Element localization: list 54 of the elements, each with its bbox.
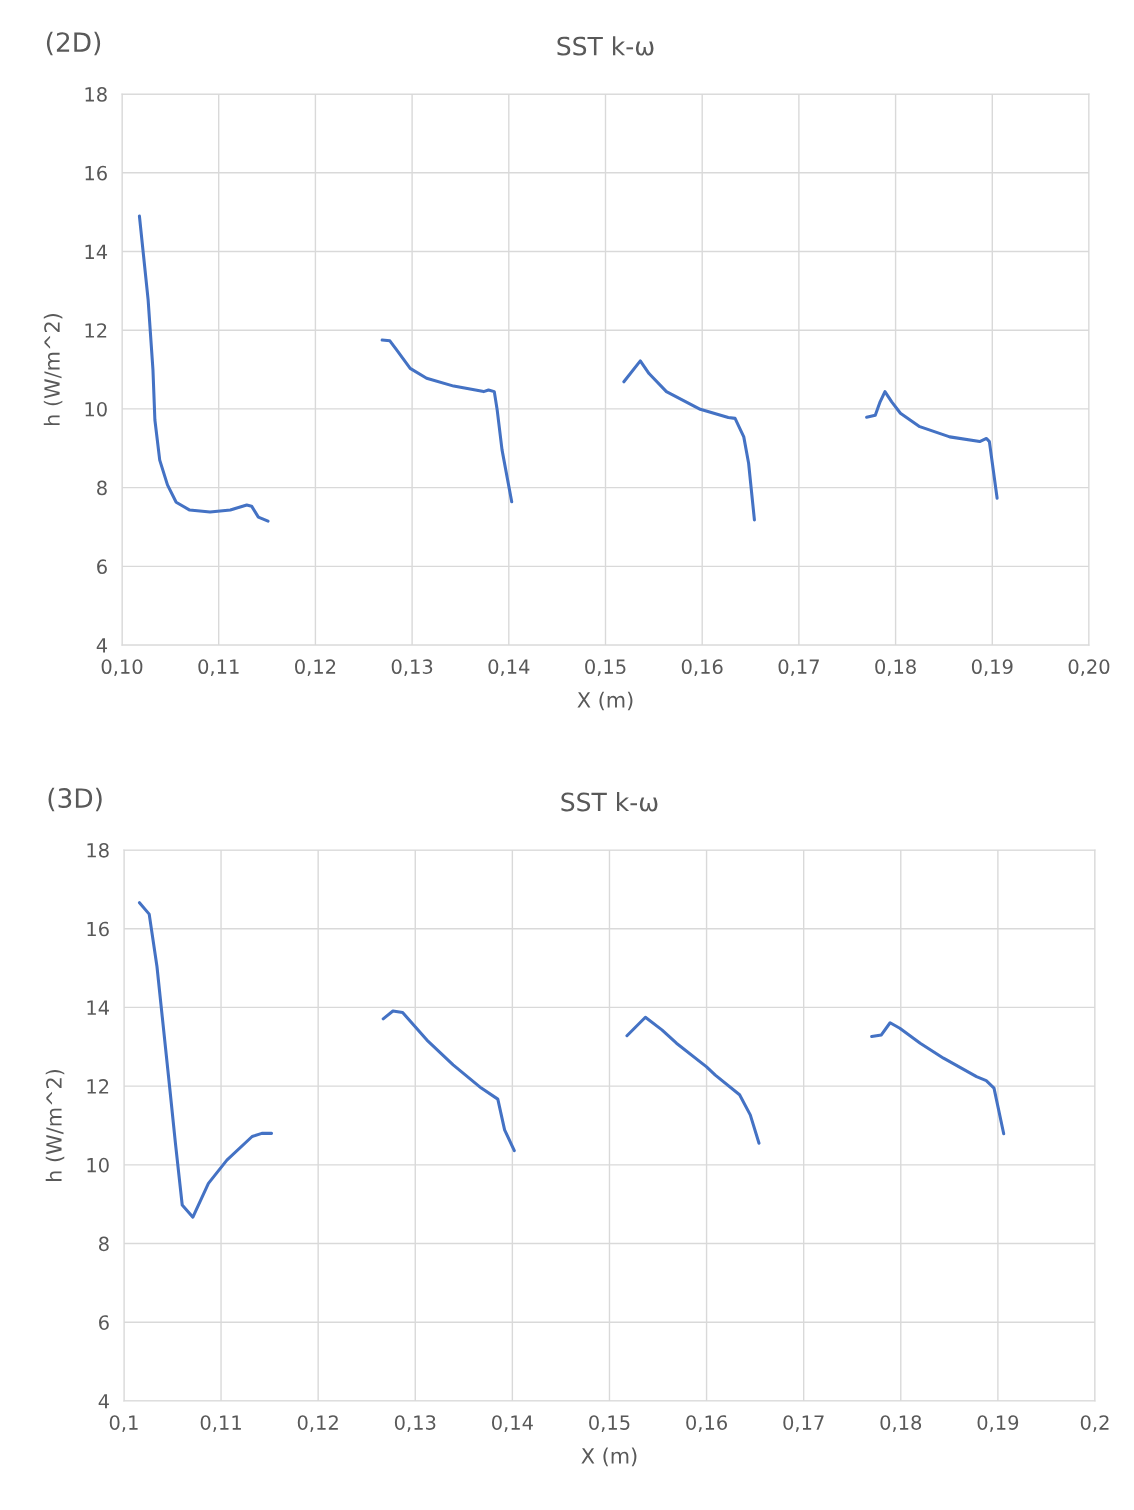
y-tick-label: 14	[85, 244, 108, 259]
y-tick-label: 10	[87, 1157, 109, 1173]
line-series	[381, 1009, 516, 1153]
x-axis-title: X (m)	[577, 691, 633, 711]
y-tick-label: 4	[98, 1394, 109, 1409]
x-tick-label: 0,10	[101, 659, 143, 676]
chart-title: SST k-ω	[557, 36, 654, 56]
y-axis-title: h (W/m^2)	[45, 1069, 65, 1181]
x-tick-label: 0,11	[198, 659, 239, 676]
y-tick-label: 18	[85, 87, 107, 102]
x-tick-label: 0,17	[778, 659, 819, 676]
y-tick-label: 6	[99, 1315, 109, 1330]
y-axis-title: h (W/m^2)	[43, 314, 63, 426]
text: (2D)	[46, 31, 101, 56]
line-series	[137, 901, 274, 1219]
x-tick-label: 0,18	[880, 1415, 922, 1432]
text: (3D)	[48, 787, 102, 812]
x-tick-label: 0,12	[295, 659, 336, 676]
line-series	[380, 338, 514, 504]
y-tick-label: 8	[99, 1236, 109, 1252]
y-tick-label: 14	[87, 1000, 109, 1015]
y-tick-label: 4	[96, 638, 108, 653]
line-series	[137, 214, 270, 523]
line-series	[625, 1015, 761, 1145]
x-tick-label: 0,1	[109, 1415, 138, 1432]
x-tick-label: 0,20	[1068, 659, 1110, 676]
y-tick-label: 12	[87, 1079, 109, 1094]
x-tick-label: 0,18	[875, 659, 916, 676]
x-tick-label: 0,13	[391, 659, 433, 676]
line-series	[622, 359, 756, 522]
y-tick-label: 16	[87, 921, 109, 937]
y-tick-label: 16	[85, 165, 107, 181]
x-tick-label: 0,19	[977, 1415, 1019, 1432]
y-tick-label: 8	[97, 480, 107, 496]
y-tick-label: 12	[85, 323, 107, 338]
x-tick-label: 0,12	[297, 1415, 338, 1432]
x-tick-label: 0,14	[488, 659, 530, 676]
x-tick-label: 0,17	[783, 1415, 824, 1432]
x-tick-label: 0,16	[686, 1415, 727, 1432]
x-tick-label: 0,15	[585, 659, 626, 676]
x-tick-label: 0,16	[681, 659, 723, 676]
y-tick-label: 10	[85, 401, 107, 417]
x-tick-label: 0,2	[1080, 1415, 1109, 1432]
y-tick-label: 6	[97, 559, 107, 575]
x-tick-label: 0,13	[394, 1415, 436, 1432]
chart-title: SST k-ω	[561, 792, 658, 812]
x-axis-title: X (m)	[581, 1447, 637, 1467]
x-tick-label: 0,11	[200, 1415, 241, 1432]
x-tick-label: 0,15	[589, 1415, 630, 1432]
y-tick-label: 18	[87, 842, 109, 858]
line-series	[865, 390, 999, 500]
x-tick-label: 0,19	[971, 659, 1013, 676]
line-series	[870, 1021, 1006, 1136]
x-tick-label: 0,14	[492, 1415, 533, 1432]
